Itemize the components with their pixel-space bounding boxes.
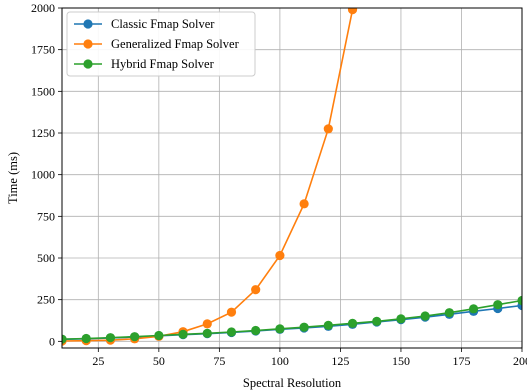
y-tick-label: 750 xyxy=(37,209,55,223)
data-point xyxy=(178,329,188,339)
data-point xyxy=(251,285,261,295)
x-axis-ticks: 25 50 75 100 125 150 175 200 xyxy=(92,348,527,368)
x-tick-label: 200 xyxy=(513,354,527,368)
data-point xyxy=(299,322,309,332)
legend-marker xyxy=(83,19,93,29)
x-tick-label: 75 xyxy=(213,354,225,368)
series-hybrid-fmap-solver xyxy=(62,295,522,344)
legend: Classic Fmap Solver Generalized Fmap Solv… xyxy=(66,11,256,77)
legend-label: Classic Fmap Solver xyxy=(111,17,215,31)
plot-frame xyxy=(61,7,523,349)
data-point xyxy=(444,308,454,318)
y-axis-ticks: 0 250 500 750 1000 1250 1500 1750 2000 xyxy=(31,1,62,348)
y-tick-label: 2000 xyxy=(31,1,55,15)
x-tick-label: 100 xyxy=(271,354,289,368)
y-tick-label: 1750 xyxy=(31,43,55,57)
data-point xyxy=(226,327,237,337)
x-tick-label: 25 xyxy=(92,354,104,368)
legend-label: Generalized Fmap Solver xyxy=(111,37,240,51)
legend-label: Hybrid Fmap Solver xyxy=(111,57,215,71)
data-point xyxy=(130,332,140,342)
data-point xyxy=(299,199,309,209)
y-tick-label: 500 xyxy=(37,251,55,265)
x-tick-label: 50 xyxy=(153,354,165,368)
legend-item: Hybrid Fmap Solver xyxy=(74,57,215,71)
series-layer xyxy=(62,8,522,346)
data-point xyxy=(154,330,164,341)
data-point xyxy=(202,328,212,338)
data-point xyxy=(517,295,522,306)
y-tick-label: 1250 xyxy=(31,126,55,140)
data-point xyxy=(275,324,285,334)
data-point xyxy=(275,250,285,261)
x-tick-label: 125 xyxy=(331,354,349,368)
data-point xyxy=(420,311,430,321)
data-point xyxy=(105,333,116,343)
y-axis-label: Time (ms) xyxy=(6,152,20,204)
data-point xyxy=(323,320,333,330)
y-tick-label: 1000 xyxy=(31,168,55,182)
y-tick-label: 0 xyxy=(49,334,55,348)
legend-marker xyxy=(83,59,93,69)
legend-item: Classic Fmap Solver xyxy=(74,17,215,31)
data-point xyxy=(251,325,261,336)
legend-box xyxy=(66,11,256,77)
data-point xyxy=(372,316,382,326)
data-point xyxy=(323,124,333,134)
data-point xyxy=(62,334,67,344)
data-point xyxy=(493,300,503,310)
data-point xyxy=(347,318,358,328)
x-axis-label: Spectral Resolution xyxy=(243,376,342,390)
legend-marker xyxy=(83,39,93,49)
y-tick-label: 1500 xyxy=(31,84,55,98)
x-tick-label: 150 xyxy=(392,354,410,368)
series-line xyxy=(62,299,522,340)
data-point xyxy=(347,8,358,15)
data-point xyxy=(468,304,479,314)
x-tick-label: 175 xyxy=(452,354,470,368)
data-point xyxy=(226,307,237,317)
y-tick-label: 250 xyxy=(37,293,55,307)
data-point xyxy=(202,319,212,329)
legend-item: Generalized Fmap Solver xyxy=(74,37,240,51)
data-point xyxy=(396,314,406,324)
data-point xyxy=(81,333,91,344)
